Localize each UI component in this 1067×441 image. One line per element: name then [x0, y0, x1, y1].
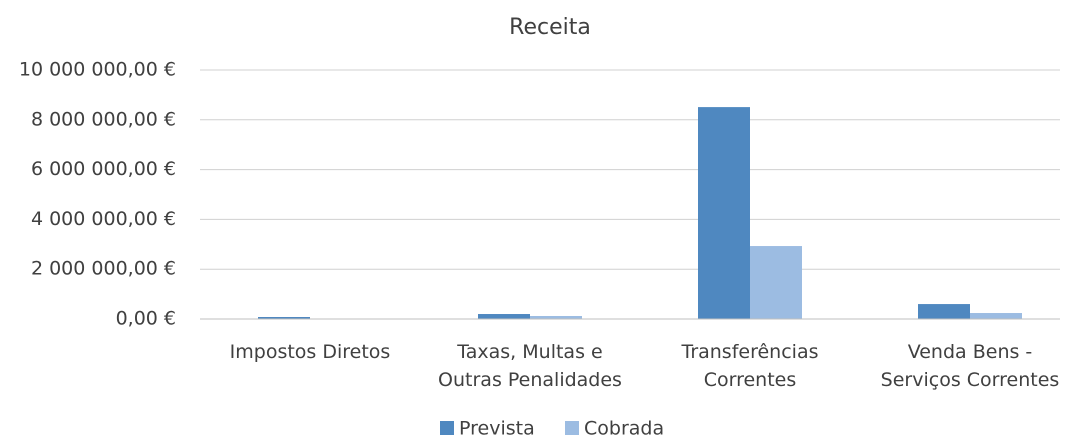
- x-tick-label: Venda Bens -Serviços Correntes: [881, 341, 1060, 391]
- legend-swatch: [440, 421, 454, 435]
- bar: [918, 304, 970, 319]
- legend-label: Prevista: [459, 418, 535, 438]
- x-tick-label: Impostos Diretos: [230, 341, 391, 363]
- bar: [698, 107, 750, 319]
- legend-label: Cobrada: [584, 418, 664, 438]
- y-tick-label: 0,00 €: [116, 308, 176, 330]
- y-tick-label: 10 000 000,00 €: [19, 59, 176, 81]
- legend-swatch: [565, 421, 579, 435]
- bar: [970, 313, 1022, 319]
- y-tick-label: 4 000 000,00 €: [31, 208, 176, 230]
- y-tick-label: 8 000 000,00 €: [31, 108, 176, 130]
- bar: [750, 246, 802, 319]
- y-tick-label: 6 000 000,00 €: [31, 158, 176, 180]
- bar: [478, 314, 530, 319]
- chart-title: Receita: [509, 15, 591, 40]
- y-tick-label: 2 000 000,00 €: [31, 258, 176, 280]
